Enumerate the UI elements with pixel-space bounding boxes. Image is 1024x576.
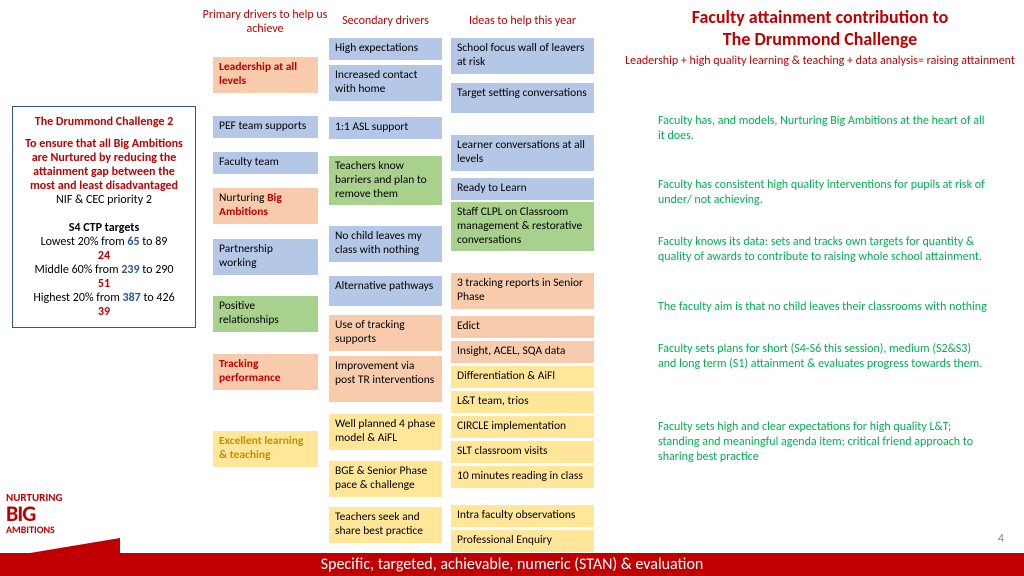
secondary-item: Well planned 4 phase model & AiFL: [329, 414, 442, 450]
ideas-item: 10 minutes reading in class: [451, 466, 594, 488]
primary-item: Tracking performance: [213, 354, 318, 390]
faculty-statement: Faculty has, and models, Nurturing Big A…: [658, 114, 988, 144]
faculty-statement: Faculty sets high and clear expectations…: [658, 420, 988, 465]
secondary-item: No child leaves my class with nothing: [329, 226, 442, 262]
ideas-item: 3 tracking reports in Senior Phase: [451, 273, 594, 309]
secondary-item: Teachers seek and share best practice: [329, 507, 442, 543]
ideas-item: CIRCLE implementation: [451, 416, 594, 438]
primary-item: Excellent learning & teaching: [213, 431, 318, 467]
challenge-nif: NIF & CEC priority 2: [21, 193, 187, 207]
header-primary: Primary drivers to help us achieve: [200, 8, 330, 36]
faculty-statement: The faculty aim is that no child leaves …: [658, 300, 988, 315]
ideas-item: Learner conversations at all levels: [451, 135, 594, 171]
page-number: 4: [998, 532, 1004, 546]
secondary-item: Teachers know barriers and plan to remov…: [329, 156, 442, 205]
secondary-item: Increased contact with home: [329, 65, 442, 101]
faculty-statement: Faculty sets plans for short (S4-S6 this…: [658, 342, 988, 372]
logo: NURTURING BIG AMBITIONS: [6, 492, 63, 535]
ideas-item: SLT classroom visits: [451, 441, 594, 463]
secondary-item: Improvement via post TR interventions: [329, 356, 442, 402]
secondary-item: Use of tracking supports: [329, 315, 442, 351]
faculty-statement: Faculty knows its data: sets and tracks …: [658, 235, 988, 265]
primary-item: Nurturing Big Ambitions: [213, 188, 318, 224]
secondary-item: Alternative pathways: [329, 276, 442, 306]
title-block: Faculty attainment contribution to The D…: [620, 6, 1020, 68]
primary-item: Leadership at all levels: [213, 57, 318, 93]
secondary-item: BGE & Senior Phase pace & challenge: [329, 461, 442, 497]
primary-item: Faculty team: [213, 152, 318, 174]
ideas-item: Staff CLPL on Classroom management & res…: [451, 202, 594, 251]
ideas-item: Professional Enquiry: [451, 530, 594, 552]
ideas-item: Insight, ACEL, SQA data: [451, 341, 594, 363]
ideas-item: Edict: [451, 316, 594, 338]
challenge-box: The Drummond Challenge 2 To ensure that …: [12, 106, 196, 328]
primary-item: PEF team supports: [213, 116, 318, 138]
ideas-item: L&T team, trios: [451, 391, 594, 413]
faculty-statement: Faculty has consistent high quality inte…: [658, 178, 988, 208]
ideas-item: School focus wall of leavers at risk: [451, 38, 594, 74]
footer-bar: Specific, targeted, achievable, numeric …: [0, 553, 1024, 576]
header-ideas: Ideas to help this year: [451, 14, 594, 28]
title-line1: Faculty attainment contribution to: [620, 6, 1020, 28]
target-mid: Middle 60% from 239 to 29051: [21, 263, 187, 291]
challenge-body: To ensure that all Big Ambitions are Nur…: [21, 137, 187, 193]
title-sub: Leadership + high quality learning & tea…: [620, 54, 1020, 68]
secondary-item: High expectations: [329, 38, 442, 60]
ideas-item: Differentiation & AiFl: [451, 366, 594, 388]
target-low: Lowest 20% from 65 to 8924: [21, 235, 187, 263]
primary-item: Partnership working: [213, 239, 318, 275]
header-secondary: Secondary drivers: [329, 14, 442, 28]
secondary-item: 1:1 ASL support: [329, 117, 442, 139]
primary-item: Positive relationships: [213, 296, 318, 332]
ideas-item: Ready to Learn: [451, 178, 594, 200]
target-hi: Highest 20% from 387 to 42639: [21, 291, 187, 319]
title-line2: The Drummond Challenge: [620, 28, 1020, 50]
ideas-item: Target setting conversations: [451, 83, 594, 113]
s4-heading: S4 CTP targets: [21, 221, 187, 235]
challenge-title: The Drummond Challenge 2: [21, 115, 187, 129]
ideas-item: Intra faculty observations: [451, 505, 594, 527]
